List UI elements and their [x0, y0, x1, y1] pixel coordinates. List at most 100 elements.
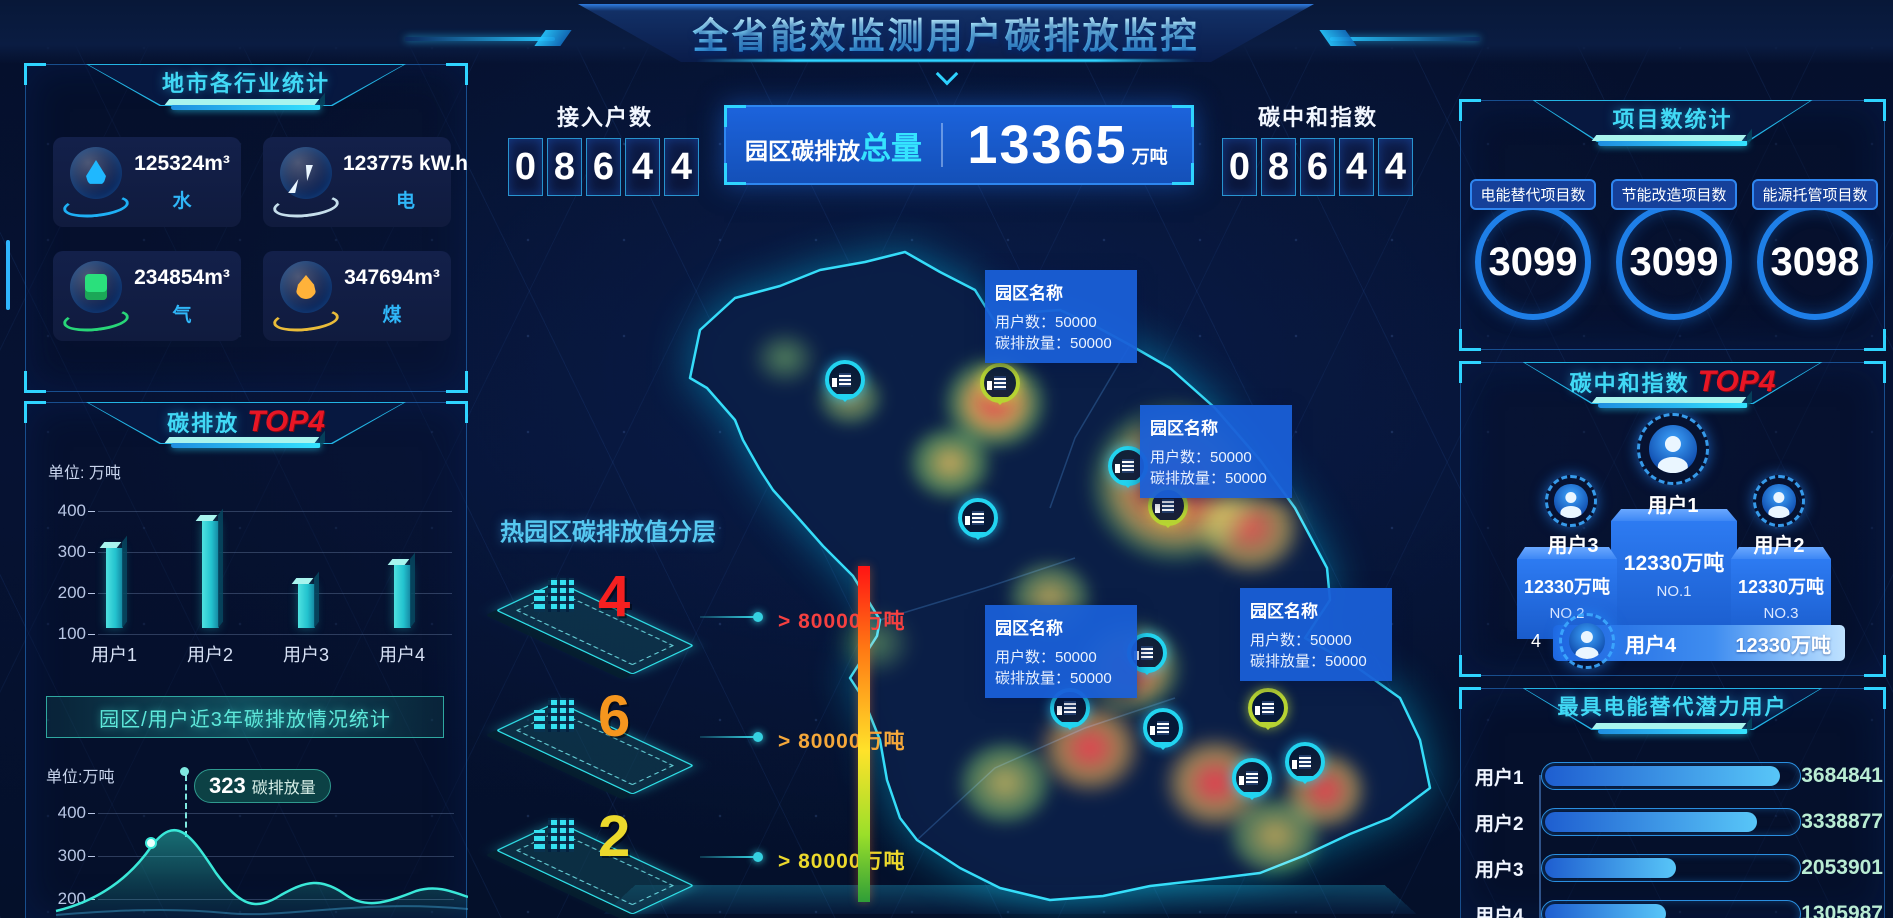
layer-threshold-red: > 80000万吨	[778, 610, 906, 633]
projects-panel: 项目数统计 电能替代项目数 3099 节能改造项目数 3099 能源托管项目数 …	[1459, 99, 1886, 351]
map-pin[interactable]	[1143, 708, 1183, 748]
project-value: 3098	[1757, 204, 1873, 320]
neutral-top4-header: 碳中和指数 TOP4	[1523, 362, 1823, 408]
industry-stats-panel: 地市各行业统计 125324m³ 水 123775 kW.h 电 234854m…	[24, 63, 468, 393]
emission-top4-panel: 碳排放 TOP4 单位: 万吨 400 300 200 100 用户1 用户2 用…	[24, 401, 468, 918]
avatar-rank3	[1753, 475, 1805, 527]
trend-tooltip-dot	[180, 767, 189, 776]
heat-scale-bar	[858, 566, 870, 902]
trend-tooltip-value: 323	[209, 773, 246, 798]
map-pin[interactable]	[1285, 742, 1325, 782]
header-line-right	[1330, 37, 1480, 41]
industry-stats-header: 地市各行业统计	[86, 64, 406, 110]
emission-top4-highlight: TOP4	[247, 405, 325, 438]
water-label: 水	[172, 190, 192, 212]
rank3-name: 用户2	[1753, 535, 1805, 557]
project-value: 3099	[1475, 204, 1591, 320]
rank4-name: 用户4	[1625, 634, 1677, 657]
rank1-podium: 12330万吨 NO.1	[1611, 521, 1737, 639]
bar-label-user3: 用户3	[282, 645, 329, 665]
stat-card-coal: 347694m³ 煤	[263, 251, 451, 341]
avatar-rank2	[1545, 475, 1597, 527]
map-pin[interactable]	[1232, 758, 1272, 798]
trend-chart-unit: 单位:万吨	[46, 769, 115, 786]
header-banner: 全省能效监测用户碳排放监控	[578, 4, 1314, 62]
potential-name: 用户4	[1475, 905, 1524, 918]
neutral-digit: 4	[1339, 138, 1374, 196]
project-label: 能源托管项目数	[1752, 179, 1878, 210]
neutral-top4-title: 碳中和指数	[1569, 371, 1690, 396]
layer-count-red: 4	[598, 564, 631, 629]
access-digit: 8	[547, 138, 582, 196]
total-value: 13365	[967, 115, 1128, 175]
bar-chart-unit: 单位: 万吨	[48, 465, 121, 482]
rank1-value: 12330万吨	[1623, 552, 1725, 575]
emission-top4-header: 碳排放 TOP4	[86, 402, 406, 448]
rank3-value: 12330万吨	[1737, 577, 1825, 597]
edge-accent	[6, 240, 10, 310]
stat-card-water: 125324m³ 水	[53, 137, 241, 227]
neutral-top4-panel: 碳中和指数 TOP4 用户1 12330万吨 NO.1 用户3 12330万吨 N…	[1459, 361, 1886, 677]
emission-bar-chart: 400 300 200 100 用户1 用户2 用户3 用户4	[26, 403, 466, 665]
electricity-value: 123775 kW.h	[343, 151, 468, 175]
coal-label: 煤	[382, 304, 402, 326]
rank4-value: 12330万吨	[1735, 634, 1831, 657]
access-users-label: 接入户数	[556, 105, 653, 130]
project-stat: 电能替代项目数 3099	[1467, 179, 1599, 320]
gas-icon	[70, 261, 122, 313]
rank2-value: 12330万吨	[1523, 577, 1611, 597]
bar-label-user1: 用户1	[90, 645, 137, 665]
map-tooltip: 园区名称 用户数：50000 碳排放量：50000	[985, 270, 1137, 363]
total-emission-panel: 园区碳排放总量 13365 万吨	[724, 105, 1194, 185]
lightning-icon	[280, 147, 332, 199]
trend-tooltip: 323 碳排放量	[194, 769, 331, 803]
page-title: 全省能效监测用户碳排放监控	[578, 4, 1314, 62]
neutral-digit: 8	[1261, 138, 1296, 196]
neutral-digit: 6	[1300, 138, 1335, 196]
trend-tooltip-label: 碳排放量	[251, 780, 316, 797]
layer-threshold-yellow: > 80000万吨	[778, 850, 906, 873]
potential-axis	[1539, 775, 1541, 918]
potential-value: 3684841	[1801, 764, 1883, 787]
total-label: 园区碳排放	[745, 137, 860, 164]
neutral-digit: 4	[1378, 138, 1413, 196]
trend-area-chart: 400 300 200	[26, 795, 468, 918]
access-digit: 4	[664, 138, 699, 196]
potential-users-header: 最具电能替代潜力用户	[1523, 688, 1823, 734]
stat-card-electricity: 123775 kW.h 电	[263, 137, 468, 227]
bar-label-user4: 用户4	[378, 645, 425, 665]
coal-value: 347694m³	[344, 265, 440, 289]
potential-row: 用户3 2053901	[1475, 853, 1883, 883]
layer-threshold-orange: > 80000万吨	[778, 730, 906, 753]
project-value: 3099	[1616, 204, 1732, 320]
neutral-top4-highlight: TOP4	[1697, 365, 1776, 398]
layer-legend-title: 热园区碳排放值分层	[500, 519, 716, 546]
bar-label-user2: 用户2	[186, 645, 233, 665]
access-digit: 6	[586, 138, 621, 196]
project-label: 电能替代项目数	[1470, 179, 1596, 210]
access-digit: 0	[508, 138, 543, 196]
rank1-name: 用户1	[1647, 495, 1699, 517]
water-value: 125324m³	[134, 151, 230, 175]
trend-stats-button[interactable]: 园区/用户近3年碳排放情况统计	[46, 696, 444, 738]
layer-count-orange: 6	[598, 684, 631, 749]
projects-title: 项目数统计	[1612, 107, 1733, 132]
potential-row: 用户1 3684841	[1475, 761, 1883, 791]
header-line-left	[405, 37, 555, 41]
map-pin[interactable]	[980, 363, 1020, 403]
potential-value: 1305987	[1801, 902, 1883, 918]
project-label: 节能改造项目数	[1611, 179, 1737, 210]
neutral-index-label: 碳中和指数	[1257, 105, 1378, 130]
map-pin[interactable]	[825, 360, 865, 400]
map-pin[interactable]	[1248, 688, 1288, 728]
gas-label: 气	[172, 304, 192, 326]
industry-stats-title: 地市各行业统计	[161, 71, 330, 96]
map-pin[interactable]	[958, 498, 998, 538]
avatar-rank4	[1559, 613, 1615, 669]
project-stat: 节能改造项目数 3099	[1608, 179, 1740, 320]
access-digit: 4	[625, 138, 660, 196]
rank4-number: 4	[1531, 631, 1542, 651]
rank1-badge: NO.1	[1656, 583, 1692, 600]
neutral-digit: 0	[1222, 138, 1257, 196]
building-icon	[534, 818, 574, 852]
